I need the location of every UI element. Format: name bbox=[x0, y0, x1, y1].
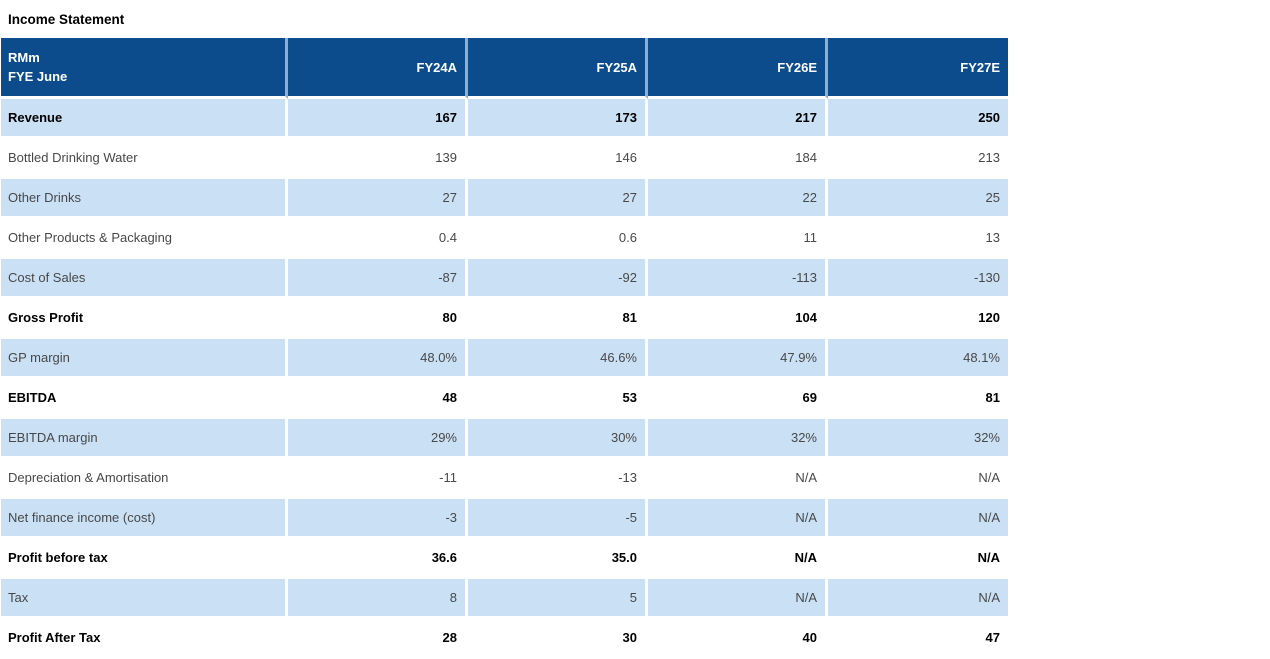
table-row: Profit before tax 36.6 35.0 N/A N/A bbox=[1, 539, 1008, 579]
value-cell: N/A bbox=[828, 539, 1008, 579]
value-cell: N/A bbox=[828, 579, 1008, 619]
value-cell: 173 bbox=[468, 99, 648, 139]
value-cell: N/A bbox=[648, 459, 828, 499]
value-cell: 30% bbox=[468, 419, 648, 459]
value-cell: 53 bbox=[468, 379, 648, 419]
value-cell: 69 bbox=[648, 379, 828, 419]
value-cell: 40 bbox=[648, 619, 828, 659]
value-cell: 27 bbox=[468, 179, 648, 219]
header-cell-fy24a: FY24A bbox=[288, 38, 468, 99]
table-row: Net finance income (cost) -3 -5 N/A N/A bbox=[1, 499, 1008, 539]
header-cell-fy25a: FY25A bbox=[468, 38, 648, 99]
row-label: Other Products & Packaging bbox=[1, 219, 288, 259]
table-row: Tax 8 5 N/A N/A bbox=[1, 579, 1008, 619]
value-cell: N/A bbox=[828, 499, 1008, 539]
value-cell: 48 bbox=[288, 379, 468, 419]
unit-label: RMm bbox=[8, 50, 40, 65]
value-cell: N/A bbox=[648, 579, 828, 619]
table-row: Cost of Sales -87 -92 -113 -130 bbox=[1, 259, 1008, 299]
value-cell: -13 bbox=[468, 459, 648, 499]
value-cell: 104 bbox=[648, 299, 828, 339]
value-cell: -5 bbox=[468, 499, 648, 539]
row-label: Cost of Sales bbox=[1, 259, 288, 299]
value-cell: 8 bbox=[288, 579, 468, 619]
value-cell: 27 bbox=[288, 179, 468, 219]
table-row: Bottled Drinking Water 139 146 184 213 bbox=[1, 139, 1008, 179]
row-label: Tax bbox=[1, 579, 288, 619]
row-label: Gross Profit bbox=[1, 299, 288, 339]
value-cell: 28 bbox=[288, 619, 468, 659]
table-row: Profit After Tax 28 30 40 47 bbox=[1, 619, 1008, 659]
table-row: Other Products & Packaging 0.4 0.6 11 13 bbox=[1, 219, 1008, 259]
row-label: Other Drinks bbox=[1, 179, 288, 219]
value-cell: 30 bbox=[468, 619, 648, 659]
header-cell-fy26e: FY26E bbox=[648, 38, 828, 99]
table-body: Revenue 167 173 217 250 Bottled Drinking Wate… bbox=[1, 99, 1008, 659]
value-cell: 13 bbox=[828, 219, 1008, 259]
value-cell: -87 bbox=[288, 259, 468, 299]
value-cell: 29% bbox=[288, 419, 468, 459]
value-cell: 22 bbox=[648, 179, 828, 219]
value-cell: 120 bbox=[828, 299, 1008, 339]
value-cell: N/A bbox=[828, 459, 1008, 499]
table-row: Revenue 167 173 217 250 bbox=[1, 99, 1008, 139]
value-cell: 146 bbox=[468, 139, 648, 179]
value-cell: -3 bbox=[288, 499, 468, 539]
value-cell: 213 bbox=[828, 139, 1008, 179]
value-cell: 139 bbox=[288, 139, 468, 179]
row-label: Net finance income (cost) bbox=[1, 499, 288, 539]
value-cell: 217 bbox=[648, 99, 828, 139]
value-cell: 47 bbox=[828, 619, 1008, 659]
row-label: Bottled Drinking Water bbox=[1, 139, 288, 179]
value-cell: N/A bbox=[648, 499, 828, 539]
value-cell: 184 bbox=[648, 139, 828, 179]
value-cell: 35.0 bbox=[468, 539, 648, 579]
income-statement-table: RMm FYE June FY24A FY25A FY26E FY27E Rev… bbox=[1, 38, 1008, 659]
value-cell: -11 bbox=[288, 459, 468, 499]
table-row: Gross Profit 80 81 104 120 bbox=[1, 299, 1008, 339]
row-label: EBITDA bbox=[1, 379, 288, 419]
table-row: Depreciation & Amortisation -11 -13 N/A N/A bbox=[1, 459, 1008, 499]
value-cell: 47.9% bbox=[648, 339, 828, 379]
value-cell: 81 bbox=[468, 299, 648, 339]
value-cell: 0.4 bbox=[288, 219, 468, 259]
value-cell: 46.6% bbox=[468, 339, 648, 379]
value-cell: 48.0% bbox=[288, 339, 468, 379]
header-cell-fy27e: FY27E bbox=[828, 38, 1008, 99]
table-row: Other Drinks 27 27 22 25 bbox=[1, 179, 1008, 219]
row-label: Profit before tax bbox=[1, 539, 288, 579]
table-row: EBITDA margin 29% 30% 32% 32% bbox=[1, 419, 1008, 459]
row-label: Depreciation & Amortisation bbox=[1, 459, 288, 499]
value-cell: -92 bbox=[468, 259, 648, 299]
fye-label: FYE June bbox=[8, 69, 68, 84]
value-cell: 80 bbox=[288, 299, 468, 339]
row-label: GP margin bbox=[1, 339, 288, 379]
value-cell: 5 bbox=[468, 579, 648, 619]
value-cell: -130 bbox=[828, 259, 1008, 299]
row-label: Profit After Tax bbox=[1, 619, 288, 659]
value-cell: N/A bbox=[648, 539, 828, 579]
table-row: EBITDA 48 53 69 81 bbox=[1, 379, 1008, 419]
row-label: EBITDA margin bbox=[1, 419, 288, 459]
value-cell: 81 bbox=[828, 379, 1008, 419]
value-cell: 32% bbox=[648, 419, 828, 459]
value-cell: 11 bbox=[648, 219, 828, 259]
value-cell: 25 bbox=[828, 179, 1008, 219]
row-label: Revenue bbox=[1, 99, 288, 139]
table-row: GP margin 48.0% 46.6% 47.9% 48.1% bbox=[1, 339, 1008, 379]
value-cell: 48.1% bbox=[828, 339, 1008, 379]
value-cell: 32% bbox=[828, 419, 1008, 459]
value-cell: 167 bbox=[288, 99, 468, 139]
page-title: Income Statement bbox=[8, 12, 125, 27]
value-cell: 0.6 bbox=[468, 219, 648, 259]
header-cell-unit: RMm FYE June bbox=[1, 38, 288, 99]
value-cell: 36.6 bbox=[288, 539, 468, 579]
header-row: RMm FYE June FY24A FY25A FY26E FY27E bbox=[1, 38, 1008, 99]
value-cell: -113 bbox=[648, 259, 828, 299]
value-cell: 250 bbox=[828, 99, 1008, 139]
